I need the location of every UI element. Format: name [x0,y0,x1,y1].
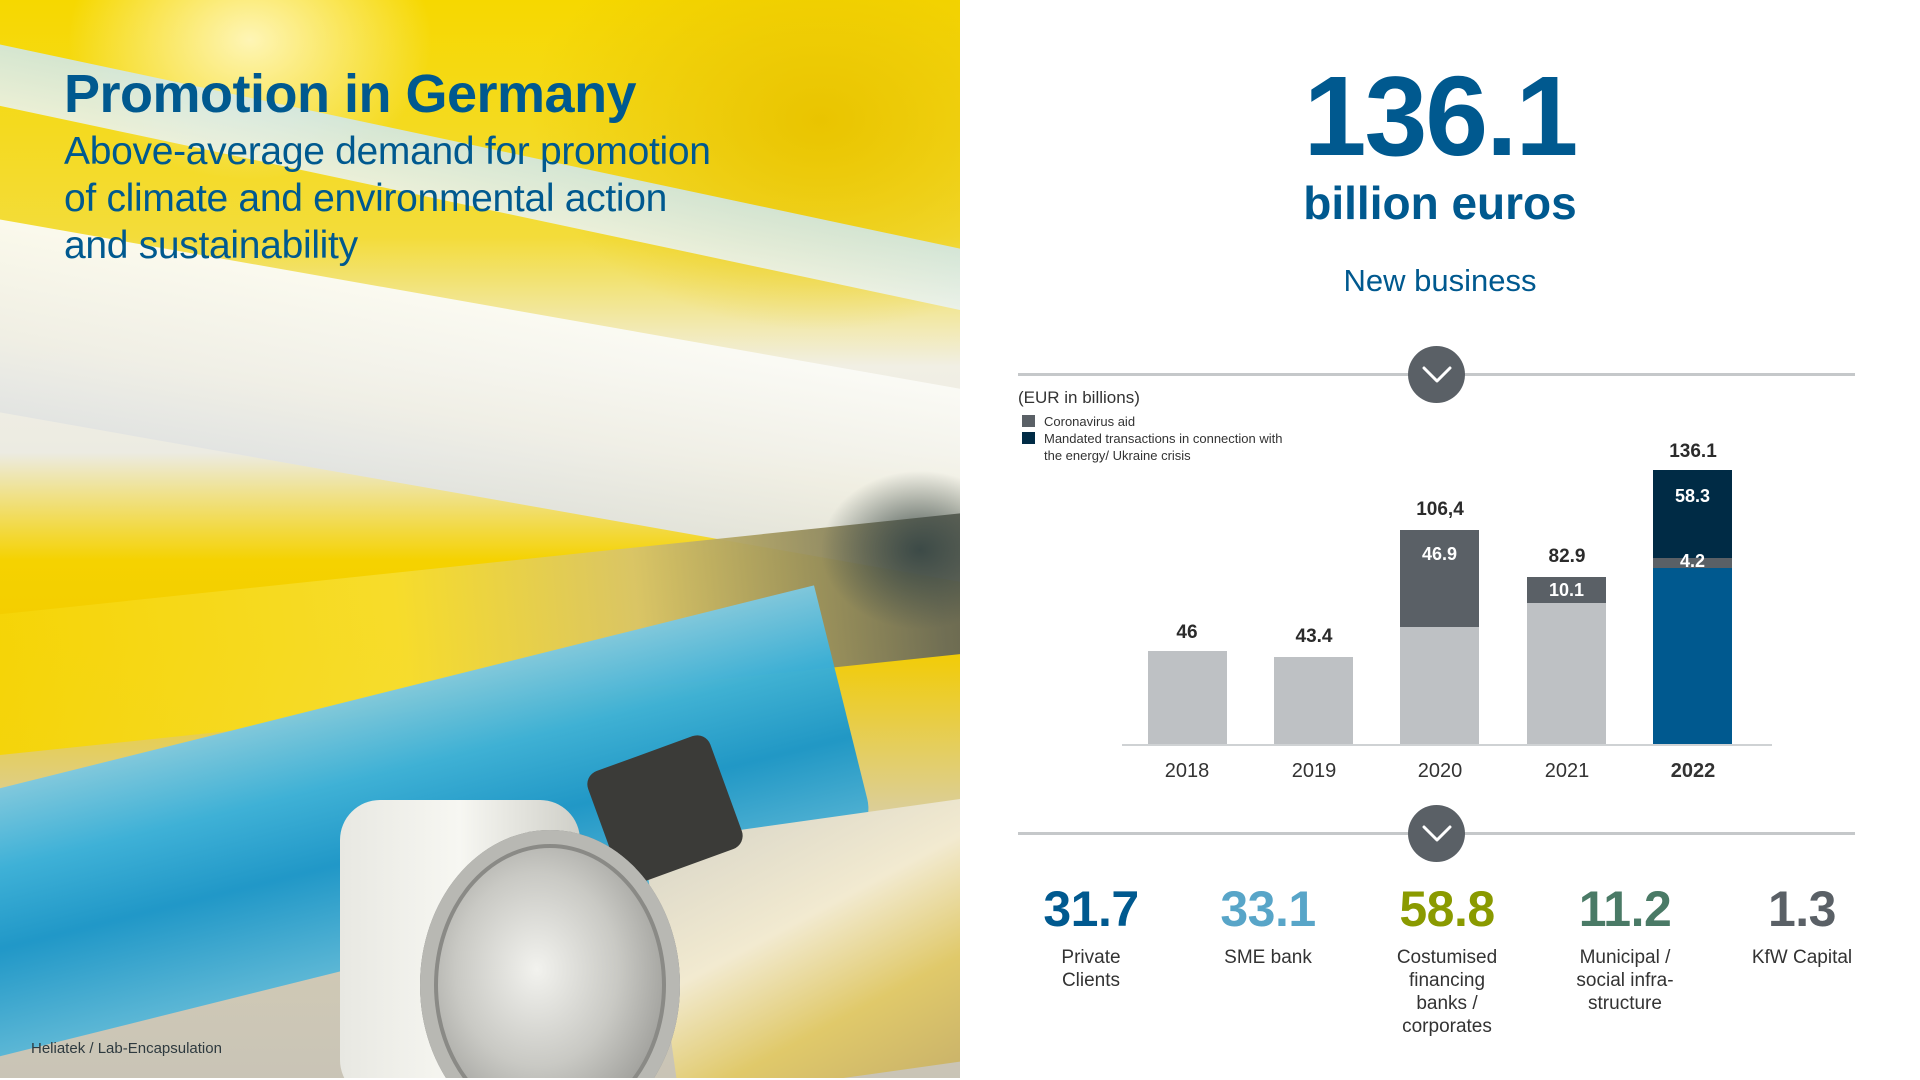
subtitle-line: of climate and environmental action [64,177,668,220]
legend-label: Coronavirus aid [1044,414,1136,429]
legend-label-line: Mandated transactions in connection with [1044,431,1283,446]
stat-private-clients: 31.7 Private Clients [1006,878,1176,992]
segment-value: 4.2 [1679,551,1706,571]
segment-value: 10.1 [1548,580,1585,600]
stat-label-line: structure [1588,993,1662,1014]
stat-kfw-capital: 1.3 KfW Capital [1717,878,1887,969]
headline-label: New business [1343,263,1537,298]
stat-label-line: Costumised [1396,947,1498,968]
x-tick-label: 2021 [1544,760,1590,782]
expand-chart-button[interactable] [1408,346,1465,403]
bar-total-2021: 82.9 [1548,546,1586,567]
stat-label-line: financing [1408,970,1486,991]
chart-legend: Coronavirus aid Mandated transactions in… [1022,413,1282,464]
segment-value: 58.3 [1674,486,1711,506]
photo-roller-face [420,830,680,1078]
stat-label: KfW Capital [1717,946,1887,969]
stat-label-line: SME bank [1224,947,1312,968]
headline-value: 136.1 [1303,53,1579,179]
chevron-down-icon [1422,366,1451,382]
bar-segment-regular [1653,568,1732,744]
stat-label: SME bank [1183,946,1353,969]
legend-label-line: the energy/ Ukraine crisis [1044,448,1191,463]
stat-label-line: banks / [1416,993,1478,1014]
x-axis [1122,744,1772,746]
subtitle-line: Above-average demand for promotion [64,130,711,173]
bar-2021: 10.1 [1527,577,1606,744]
bar-total-2020: 106,4 [1416,499,1464,520]
stat-label-line: corporates [1402,1016,1492,1037]
bar-segment-regular [1527,603,1606,744]
bar-2019 [1274,657,1353,744]
stat-value: 11.2 [1578,881,1672,937]
legend-swatch [1022,415,1035,427]
bar-segment-regular [1148,651,1227,744]
photo-credit: Heliatek / Lab-Encapsulation [31,1040,222,1057]
stat-label: Private Clients [1006,946,1176,992]
stat-label-line: Private [1061,947,1121,968]
x-tick-label: 2020 [1417,760,1463,782]
page-subtitle: Above-average demand for promotion of cl… [64,128,711,269]
bar-2022: 58.3 4.2 [1653,470,1732,744]
stat-label-line: Clients [1061,970,1121,991]
segment-value: 46.9 [1421,544,1458,564]
bar-2020: 46.9 [1400,530,1479,744]
stat-municipal: 11.2 Municipal / social infra- structure [1540,878,1710,1015]
bar-2018 [1148,651,1227,744]
bar-segment-regular [1274,657,1353,744]
background-photo [0,0,960,1078]
bar-total-2022: 136.1 [1669,441,1717,462]
bar-segment-coronavirus: 4.2 [1653,551,1732,571]
stat-value: 1.3 [1767,881,1837,937]
chevron-down-icon [1422,825,1451,841]
legend-swatch [1022,432,1035,444]
subtitle-line: and sustainability [64,224,358,267]
legend-item-energy-ukraine: Mandated transactions in connection with… [1022,430,1282,464]
title-block: Promotion in Germany Above-average deman… [64,62,711,269]
stat-sme-bank: 33.1 SME bank [1183,878,1353,969]
x-tick-label: 2019 [1291,760,1337,782]
x-tick-label: 2022 [1670,760,1716,782]
headline-unit: billion euros [1303,177,1577,229]
legend-label: Mandated transactions in connection with… [1044,430,1282,464]
stat-label: Costumised financing banks / corporates [1362,946,1532,1038]
bar-segment-regular [1400,627,1479,744]
x-tick-label: 2018 [1164,760,1210,782]
expand-breakdown-button[interactable] [1408,805,1465,862]
legend-item-coronavirus: Coronavirus aid [1022,413,1282,430]
bar-segment-coronavirus: 10.1 [1527,577,1606,603]
stat-value: 31.7 [1043,881,1139,937]
page-title: Promotion in Germany [64,64,637,124]
stat-value: 33.1 [1220,881,1316,937]
chart-unit-label: (EUR in billions) [1018,388,1140,407]
stat-label-line: Municipal / [1579,947,1671,968]
stat-label-line: social infra- [1576,970,1674,991]
bar-segment-coronavirus: 46.9 [1400,530,1479,627]
bar-segment-energy-ukraine: 58.3 [1653,470,1732,558]
stat-label: Municipal / social infra- structure [1540,946,1710,1015]
stat-label-line: KfW Capital [1751,947,1853,968]
stat-customised-financing: 58.8 Costumised financing banks / corpor… [1362,878,1532,1038]
stat-value: 58.8 [1399,881,1495,937]
bar-total-2018: 46 [1176,622,1198,643]
bar-total-2019: 43.4 [1295,626,1333,647]
